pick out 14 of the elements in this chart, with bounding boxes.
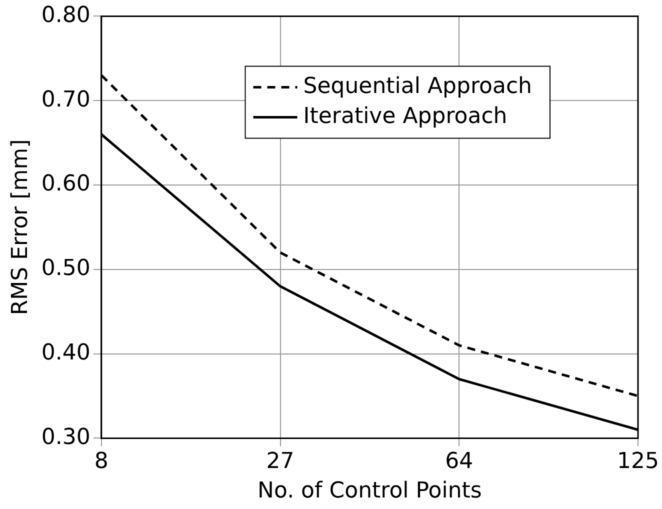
x-tick-label: 64 (445, 449, 474, 474)
x-tick-label: 125 (617, 449, 660, 474)
x-tick-label: 8 (94, 449, 108, 474)
y-tick-label: 0.80 (41, 2, 90, 28)
legend-label: Iterative Approach (303, 104, 508, 129)
y-tick-label: 0.60 (41, 172, 90, 197)
x-axis-title: No. of Control Points (258, 478, 482, 504)
x-tick-label: 27 (266, 449, 294, 474)
y-tick-label: 0.30 (41, 424, 90, 450)
y-tick-label: 0.50 (41, 256, 90, 282)
legend-label: Sequential Approach (303, 74, 532, 99)
y-tick-label: 0.70 (41, 87, 90, 112)
y-axis-title: RMS Error [mm] (8, 139, 33, 316)
y-tick-label: 0.40 (41, 340, 90, 366)
